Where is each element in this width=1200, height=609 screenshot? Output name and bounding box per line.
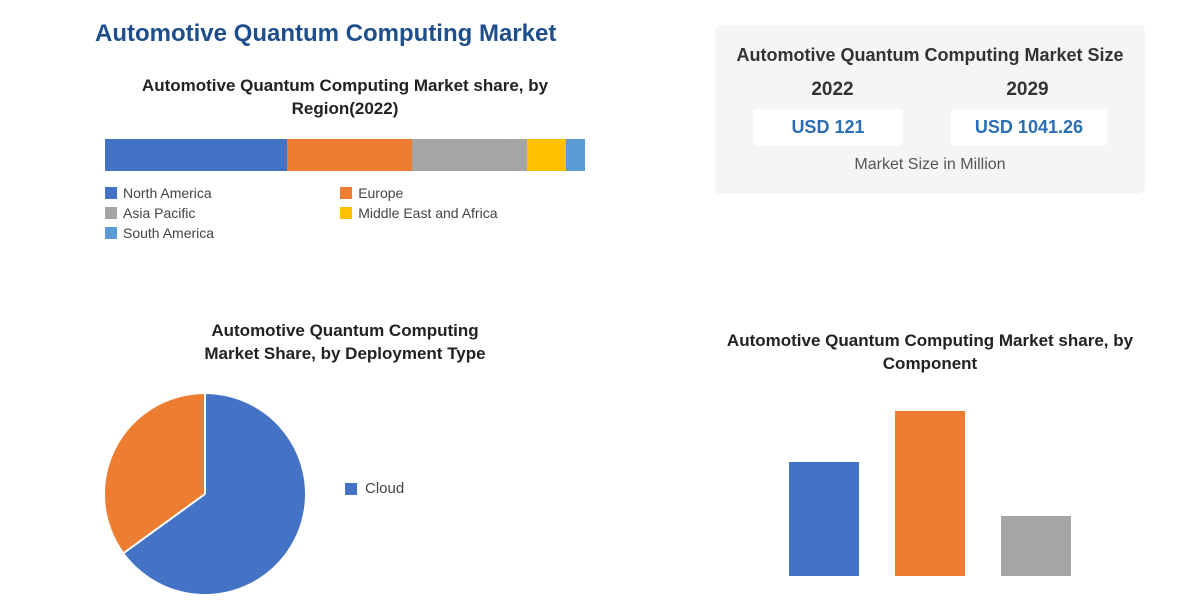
legend-swatch	[105, 187, 117, 199]
legend-item: Asia Pacific	[105, 205, 340, 221]
legend-item: Middle East and Africa	[340, 205, 575, 221]
deployment-legend: Cloud	[345, 480, 404, 507]
legend-swatch	[105, 227, 117, 239]
legend-swatch	[105, 207, 117, 219]
legend-item: Cloud	[345, 480, 404, 497]
component-bars	[715, 396, 1145, 576]
market-size-unit: Market Size in Million	[735, 156, 1125, 174]
component-bar	[1001, 516, 1071, 576]
legend-item: North America	[105, 185, 340, 201]
legend-item: South America	[105, 225, 340, 241]
component-bar	[895, 411, 965, 576]
legend-label: South America	[123, 225, 214, 241]
year-2022: 2022	[811, 79, 853, 101]
region-segment	[527, 139, 565, 171]
region-chart-title: Automotive Quantum Computing Market shar…	[95, 75, 595, 121]
region-segment	[566, 139, 585, 171]
component-bar	[789, 462, 859, 576]
market-size-title: Automotive Quantum Computing Market Size	[735, 43, 1125, 67]
legend-swatch	[345, 483, 357, 495]
legend-label: Europe	[358, 185, 403, 201]
region-chart: Automotive Quantum Computing Market shar…	[95, 75, 595, 245]
region-legend: North America Europe Asia Pacific Middle Ea…	[95, 185, 595, 245]
region-segment	[412, 139, 527, 171]
legend-swatch	[340, 207, 352, 219]
legend-label: North America	[123, 185, 212, 201]
value-2029: USD 1041.26	[951, 109, 1107, 146]
deployment-chart-title: Automotive Quantum Computing Market Shar…	[185, 320, 505, 366]
component-chart: Automotive Quantum Computing Market shar…	[715, 330, 1145, 576]
legend-swatch	[340, 187, 352, 199]
legend-item: Europe	[340, 185, 575, 201]
region-segment	[105, 139, 287, 171]
market-size-values: USD 121 USD 1041.26	[735, 109, 1125, 146]
page-title: Automotive Quantum Computing Market	[95, 20, 556, 48]
year-2029: 2029	[1006, 79, 1048, 101]
value-2022: USD 121	[753, 109, 903, 146]
component-chart-title: Automotive Quantum Computing Market shar…	[715, 330, 1145, 376]
legend-label: Middle East and Africa	[358, 205, 497, 221]
region-stacked-bar	[105, 139, 585, 171]
deployment-chart: Automotive Quantum Computing Market Shar…	[95, 320, 595, 604]
legend-label: Asia Pacific	[123, 205, 195, 221]
market-size-years: 2022 2029	[735, 79, 1125, 101]
market-size-card: Automotive Quantum Computing Market Size…	[715, 25, 1145, 194]
legend-label: Cloud	[365, 480, 404, 497]
region-segment	[287, 139, 412, 171]
deployment-pie	[95, 384, 315, 604]
